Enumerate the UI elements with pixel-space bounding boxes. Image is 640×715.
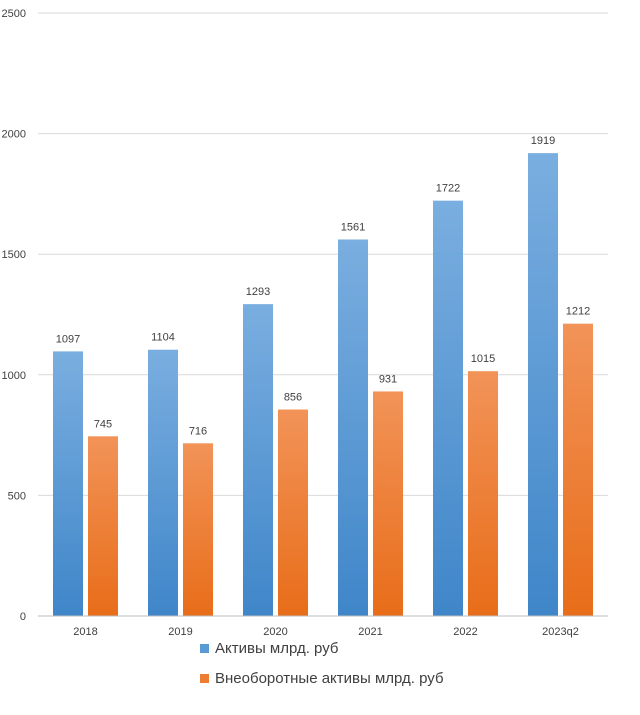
- bar-noncurrent-assets-2022: [468, 371, 498, 616]
- data-label: 1104: [151, 332, 175, 344]
- data-label: 1212: [566, 306, 590, 318]
- bar-assets-2019: [148, 349, 178, 616]
- data-label: 1722: [436, 183, 460, 195]
- y-tick-label: 1000: [2, 370, 26, 382]
- y-tick-label: 500: [8, 490, 26, 502]
- bar-assets-2021: [338, 239, 368, 616]
- bar-noncurrent-assets-2019: [183, 443, 213, 616]
- bar-noncurrent-assets-2021: [373, 391, 403, 616]
- legend-swatch-0: [200, 644, 209, 653]
- x-tick-label: 2020: [263, 626, 287, 638]
- bar-chart: 1097 745 1104 716 1293 856 1561 931 1722 1015 1919…: [2, 8, 608, 638]
- data-label: 1561: [341, 221, 365, 233]
- y-tick-label: 2500: [2, 8, 26, 20]
- y-tick-label: 2000: [2, 129, 26, 141]
- legend-label-1: Внеоборотные активы млрд. руб: [215, 670, 444, 687]
- data-label: 716: [189, 425, 207, 437]
- bar-noncurrent-assets-2018: [88, 436, 118, 616]
- data-label: 1097: [56, 333, 80, 345]
- gridlines: [38, 12, 608, 496]
- legend-label-0: Активы млрд. руб: [215, 640, 339, 657]
- bar-assets-2018: [53, 351, 83, 616]
- y-tick-label: 1500: [2, 249, 26, 261]
- bar-noncurrent-assets-2023q2: [563, 323, 593, 616]
- data-label: 856: [284, 392, 302, 404]
- x-tick-label: 2023q2: [542, 626, 579, 638]
- x-tick-label: 2019: [168, 626, 192, 638]
- bars: [53, 153, 593, 616]
- x-tick-label: 2018: [73, 626, 97, 638]
- data-label: 1015: [471, 353, 495, 365]
- x-tick-label: 2022: [453, 626, 477, 638]
- data-label: 1919: [531, 135, 555, 147]
- data-labels: 1097 745 1104 716 1293 856 1561 931 1722 1015 1919…: [56, 135, 590, 437]
- bar-assets-2020: [243, 304, 273, 616]
- legend-swatch-1: [200, 674, 209, 683]
- bar-assets-2023q2: [528, 153, 558, 616]
- bar-noncurrent-assets-2020: [278, 409, 308, 616]
- data-label: 1293: [246, 286, 270, 298]
- x-tick-label: 2021: [358, 626, 382, 638]
- bar-assets-2022: [433, 200, 463, 616]
- legend-item-0: Активы млрд. руб: [200, 640, 339, 657]
- data-label: 931: [379, 373, 397, 385]
- legend-item-1: Внеоборотные активы млрд. руб: [200, 670, 444, 687]
- axes: 0 500 1000 1500 2000 2500 2018 2019 2020 2021 2022…: [2, 8, 608, 638]
- data-label: 745: [94, 418, 112, 430]
- y-tick-label: 0: [20, 611, 26, 623]
